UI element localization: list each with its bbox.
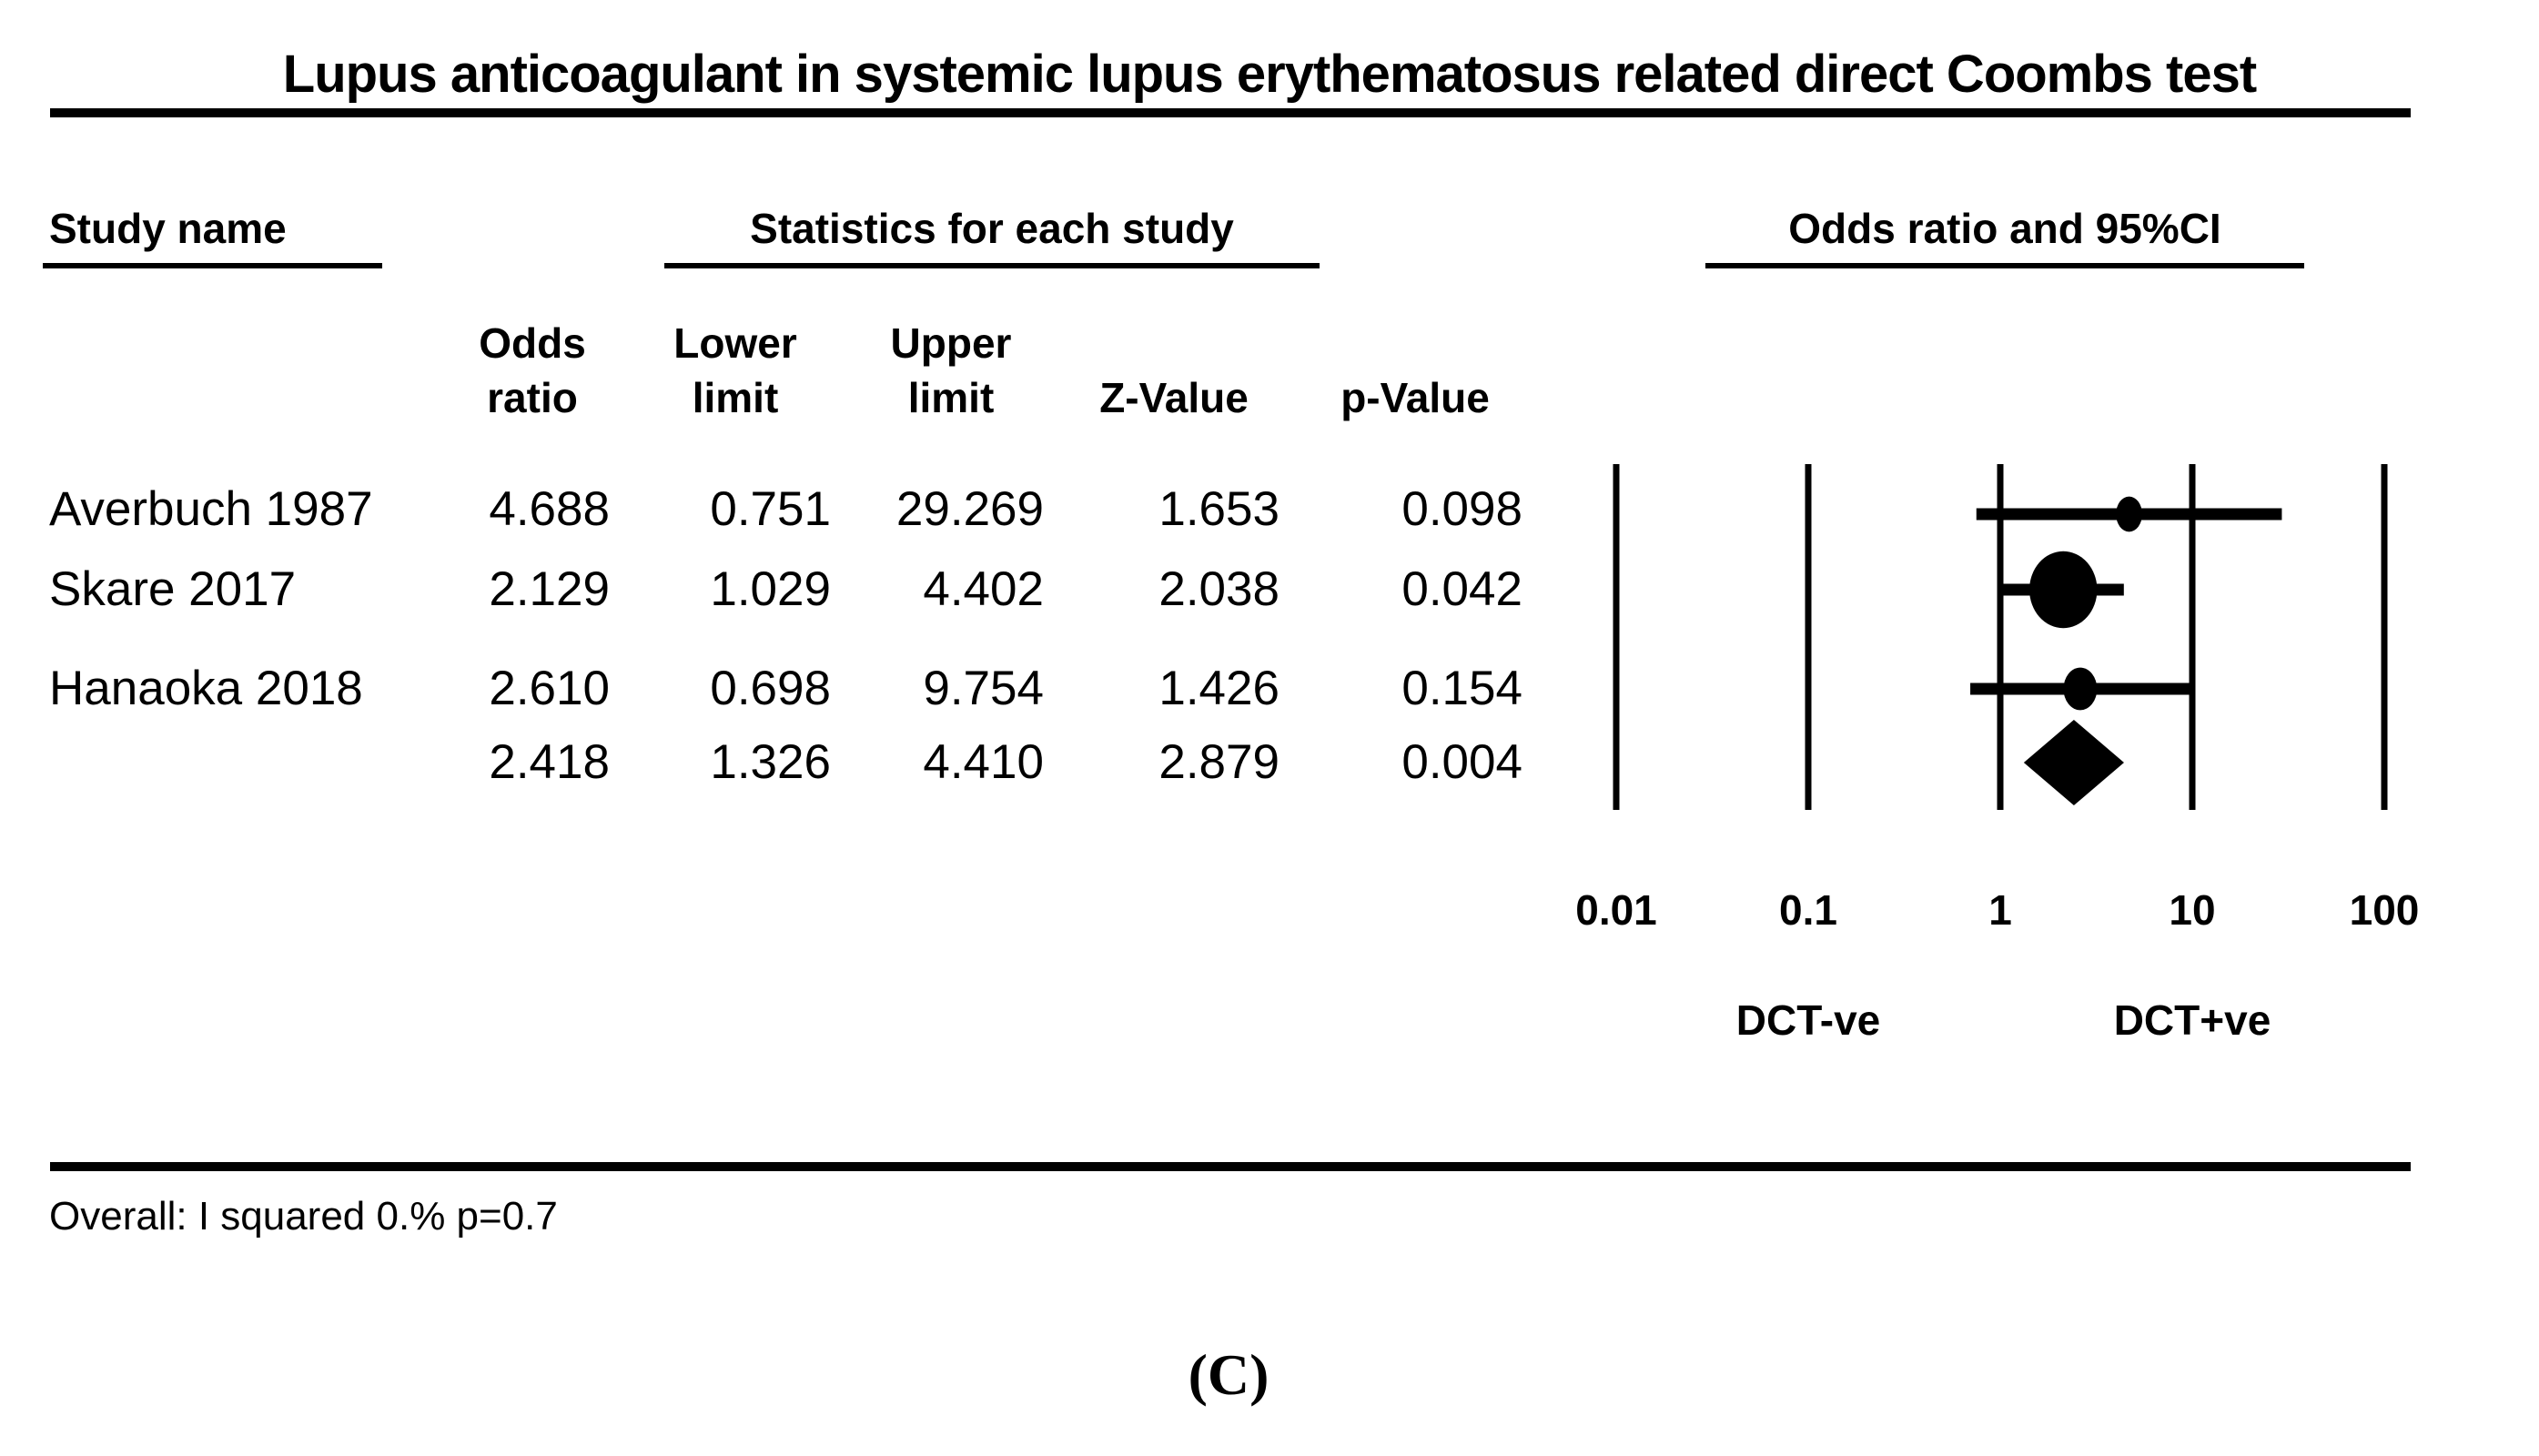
figure-title: Lupus anticoagulant in systemic lupus er… [282,45,2257,104]
overall-upper-limit-value: 4.410 [923,735,1044,789]
panel-label: (C) [1188,1342,1270,1407]
column-header-z-value: Z-Value [1099,374,1249,421]
x-axis-right-label: DCT+ve [2113,996,2271,1044]
footer-rule [50,1162,2411,1171]
study-name: Skare 2017 [49,562,297,616]
odds-ratio-ci-underline [1705,263,2304,268]
upper-limit-value: 29.269 [895,482,1044,536]
overall-z-value: 2.879 [1158,735,1280,789]
odds-ratio-ci-header: Odds ratio and 95%CI [1788,205,2221,252]
upper-limit-value: 4.402 [923,562,1044,616]
p-value: 0.042 [1401,562,1522,616]
x-axis-tick-label: 0.01 [1575,886,1657,934]
column-header-upper-line1: Upper [890,319,1012,367]
overall-p-value: 0.004 [1401,735,1522,789]
column-header-upper-line2: limit [907,374,995,421]
overall-odds-ratio-value: 2.418 [489,735,610,789]
column-header-p-value: p-Value [1340,374,1490,421]
x-axis-tick-label: 1 [1988,886,2012,934]
statistics-header: Statistics for each study [750,205,1234,252]
x-axis-tick-label: 0.1 [1779,886,1837,934]
column-header-odds-line1: Odds [479,319,586,367]
lower-limit-value: 0.698 [710,662,831,715]
overall-lower-limit-value: 1.326 [710,735,831,789]
upper-limit-value: 9.754 [923,662,1044,715]
study-name: Averbuch 1987 [49,482,373,536]
title-rule [50,108,2411,117]
x-axis-tick-label: 10 [2169,886,2216,934]
x-axis-tick-label: 100 [2349,886,2420,934]
odds-ratio-value: 4.688 [489,482,610,536]
z-value: 1.653 [1158,482,1280,536]
lower-limit-value: 0.751 [710,482,831,536]
p-value: 0.154 [1401,662,1522,715]
column-header-lower-line2: limit [692,374,779,421]
z-value: 2.038 [1158,562,1280,616]
odds-ratio-value: 2.129 [489,562,610,616]
odds-ratio-value: 2.610 [489,662,610,715]
p-value: 0.098 [1401,482,1522,536]
z-value: 1.426 [1158,662,1280,715]
heterogeneity-text: Overall: I squared 0.% p=0.7 [49,1194,558,1239]
statistics-underline [664,263,1320,268]
column-header-lower-limit: Lower limit [590,316,881,425]
column-header-upper-limit: Upper limit [805,316,1097,425]
study-name-header: Study name [49,205,287,252]
study-name: Hanaoka 2018 [49,662,363,715]
x-axis-left-label: DCT-ve [1735,996,1881,1044]
column-header-odds-line2: ratio [487,374,578,421]
study-name-underline [43,263,382,268]
column-header-odds-ratio: Odds ratio [387,316,678,425]
lower-limit-value: 1.029 [710,562,831,616]
column-header-lower-line1: Lower [673,319,797,367]
